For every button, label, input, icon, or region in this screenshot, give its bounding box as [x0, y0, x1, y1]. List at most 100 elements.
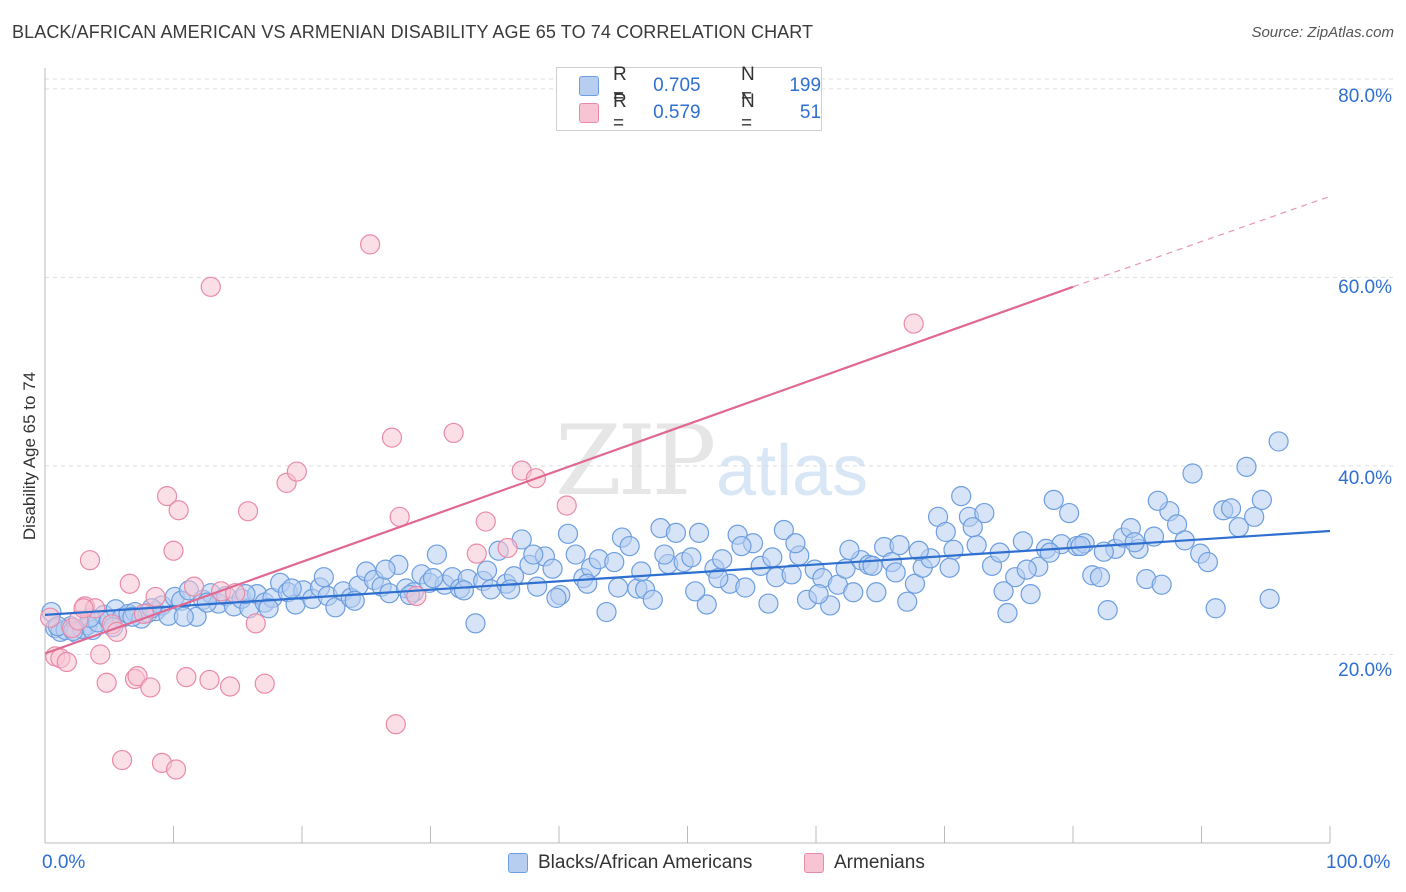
blacks-point-156 [1205, 598, 1226, 619]
blacks-point-158 [1220, 498, 1242, 519]
armenians-point-16 [127, 666, 148, 687]
armenians-point-10 [96, 672, 117, 693]
blacks-point-149 [1151, 574, 1172, 595]
blacks-point-151 [1166, 514, 1188, 535]
blacks-point-70 [542, 558, 563, 579]
r-label: R = [612, 64, 627, 107]
armenians-point-34 [254, 673, 275, 694]
blacks-point-109 [843, 582, 864, 603]
blacks-point-121 [935, 521, 956, 543]
trend-line-armenians [44, 285, 1074, 655]
r-label: R = [612, 91, 627, 134]
blacks-point-92 [712, 549, 733, 570]
blacks-point-153 [1182, 463, 1203, 484]
armenians-point-38 [381, 427, 403, 448]
blacks-point-125 [966, 535, 987, 556]
armenians-point-3 [56, 651, 77, 673]
blacks-point-132 [1020, 584, 1041, 605]
blacks-point-178 [375, 559, 396, 580]
axes [44, 68, 1331, 844]
blacks-point-78 [604, 551, 625, 573]
blacks-point-200 [939, 557, 960, 578]
blacks-point-160 [1236, 456, 1257, 477]
y-axis-label: Disability Age 65 to 74 [20, 371, 39, 541]
r-value: 0.579 [653, 102, 701, 123]
blacks-point-199 [908, 540, 929, 561]
armenians-point-14 [119, 573, 140, 594]
armenians-point-18 [140, 677, 161, 698]
blacks-point-164 [1268, 431, 1289, 452]
y-tick-label-20: 20.0% [1338, 660, 1392, 681]
blacks-point-77 [596, 601, 617, 623]
blacks-point-68 [527, 576, 548, 597]
armenians-point-23 [165, 759, 187, 780]
armenians-point-39 [385, 714, 406, 735]
series-blacks-points [41, 431, 1289, 643]
armenians-point-13 [111, 749, 133, 771]
blacks-point-161 [1244, 506, 1265, 527]
blacks-point-203 [1016, 559, 1037, 580]
x-tick-label-0: 0.0% [42, 852, 86, 873]
r-value: 0.705 [653, 75, 701, 96]
stats-legend: R = 0.705 N = 199 R = 0.579 N = 51 [556, 64, 822, 134]
blacks-point-155 [1197, 551, 1219, 573]
armenians-point-9 [90, 644, 111, 665]
legend-item-blacks: Blacks/African Americans [508, 852, 752, 874]
y-tick-label-40: 40.0% [1338, 468, 1392, 489]
blacks-point-186 [577, 573, 598, 594]
armenians-point-33 [245, 613, 266, 634]
armenians-point-50 [73, 598, 94, 619]
blacks-point-101 [781, 564, 802, 585]
armenians-point-22 [163, 540, 184, 561]
legend-swatch-blue [508, 853, 528, 873]
armenians-point-43 [466, 543, 487, 564]
blacks-point-137 [1059, 502, 1080, 524]
blacks-point-126 [974, 502, 995, 524]
blacks-point-201 [962, 517, 983, 538]
blacks-point-112 [866, 582, 887, 603]
armenians-point-49 [903, 313, 924, 334]
n-value: 51 [799, 102, 822, 123]
source-credit: Source: ZipAtlas.com [1251, 24, 1394, 41]
chart-title: BLACK/AFRICAN AMERICAN VS ARMENIAN DISAB… [12, 22, 814, 42]
blacks-point-100 [773, 519, 794, 541]
blacks-point-88 [681, 547, 702, 568]
y-tick-label-60: 60.0% [1338, 277, 1392, 298]
x-tick-label-100: 100.0% [1326, 852, 1391, 873]
armenians-point-28 [200, 276, 221, 297]
blacks-point-89 [688, 522, 710, 543]
armenians-point-26 [183, 576, 205, 597]
armenians-point-42 [443, 422, 464, 444]
blacks-point-80 [619, 535, 640, 557]
blacks-point-195 [808, 584, 829, 605]
armenians-point-0 [40, 607, 61, 628]
blacks-point-123 [951, 485, 972, 507]
n-label: N = [740, 64, 755, 107]
blacks-point-208 [1147, 490, 1168, 511]
blacks-point-55 [426, 544, 448, 565]
blacks-point-185 [546, 587, 567, 609]
blacks-point-73 [565, 544, 586, 565]
stats-row-blacks: R = 0.705 N = 199 [579, 64, 821, 107]
armenians-point-25 [176, 666, 197, 688]
blacks-point-115 [889, 535, 910, 556]
legend-item-armenians: Armenians [804, 852, 925, 874]
y-tick-label-80: 80.0% [1338, 86, 1392, 107]
blacks-point-190 [685, 581, 706, 602]
blacks-point-86 [665, 522, 687, 543]
trend-lines [44, 195, 1331, 655]
armenians-point-19 [145, 586, 166, 608]
blacks-point-189 [654, 544, 675, 565]
blacks-point-191 [708, 568, 729, 589]
armenians-point-45 [497, 537, 518, 559]
blacks-point-142 [1097, 600, 1118, 621]
blacks-point-117 [904, 573, 926, 594]
blacks-point-196 [839, 539, 860, 560]
armenians-point-32 [237, 501, 259, 522]
armenians-point-7 [79, 550, 101, 571]
blacks-point-183 [500, 579, 521, 600]
blacks-point-98 [758, 593, 779, 614]
blacks-point-193 [762, 547, 783, 568]
blacks-point-175 [281, 578, 302, 599]
